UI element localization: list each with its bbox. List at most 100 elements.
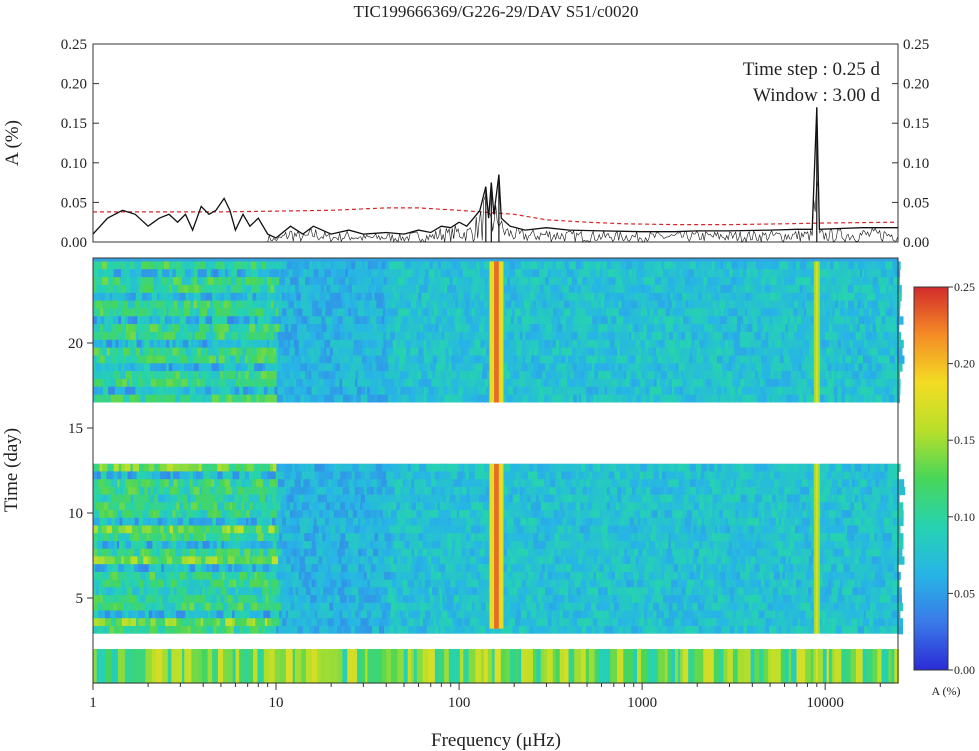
heatmap-cell <box>644 533 651 542</box>
heatmap-cell <box>183 533 190 542</box>
heatmap-cell <box>864 626 868 635</box>
heatmap-cell <box>378 564 385 573</box>
heatmap-cell <box>188 463 194 472</box>
heatmap-cell <box>162 269 170 278</box>
heatmap-cell <box>384 556 391 565</box>
heatmap-cell <box>796 510 804 519</box>
heatmap-cell <box>644 602 650 612</box>
heatmap-cell <box>361 261 366 270</box>
heatmap-cell <box>667 502 671 511</box>
heatmap-cell <box>452 471 458 480</box>
heatmap-cell <box>570 486 577 496</box>
heatmap-cell <box>659 269 664 278</box>
heatmap-cell <box>665 471 671 480</box>
heatmap-cell <box>574 649 582 684</box>
heatmap-cell <box>627 618 633 627</box>
heatmap-cell <box>395 517 399 527</box>
heatmap-cell <box>690 261 697 270</box>
heatmap-cell <box>129 649 136 684</box>
heatmap-cell <box>547 269 551 278</box>
heatmap-cell <box>184 649 187 684</box>
heatmap-cell <box>302 618 307 627</box>
heatmap-cell <box>340 548 346 557</box>
heatmap-cell <box>685 486 691 496</box>
heatmap-cell <box>127 618 132 627</box>
heatmap-cell <box>544 510 551 519</box>
heatmap-cell <box>270 510 278 519</box>
heatmap-cell <box>297 525 301 534</box>
heatmap-cell <box>789 595 793 604</box>
heatmap-cell <box>500 649 507 684</box>
heatmap-cell <box>748 602 753 612</box>
heatmap-cell <box>261 269 268 278</box>
heatmap-cell <box>325 502 331 511</box>
heatmap-cell <box>467 284 472 294</box>
heatmap-cell <box>793 564 798 573</box>
heatmap-cell <box>521 479 526 488</box>
heatmap-cell <box>829 602 835 612</box>
heatmap-cell <box>556 618 560 627</box>
heatmap-cell <box>833 571 839 581</box>
heatmap-cell <box>615 541 622 550</box>
heatmap-cell <box>161 564 165 573</box>
heatmap-cell <box>500 626 504 635</box>
heatmap-cell <box>321 277 328 286</box>
heatmap-cell <box>193 525 199 534</box>
heatmap-cell <box>572 517 577 527</box>
heatmap-cell <box>642 556 649 565</box>
heatmap-cell <box>672 595 677 604</box>
heatmap-cell <box>455 284 459 294</box>
heatmap-cell <box>619 626 623 635</box>
heatmap-cell <box>369 463 377 472</box>
heatmap-cell <box>240 510 247 519</box>
heatmap-cell <box>713 602 721 612</box>
heatmap-cell <box>604 502 608 511</box>
heatmap-cell <box>394 533 401 542</box>
heatmap-cell <box>690 649 695 684</box>
heatmap-cell <box>364 541 372 550</box>
heatmap-cell <box>291 571 296 581</box>
heatmap-cell <box>121 618 129 627</box>
heatmap-cell <box>424 292 431 302</box>
heatmap-cell <box>562 517 566 527</box>
heatmap-cell <box>592 502 599 511</box>
heatmap-cell <box>334 463 338 472</box>
heatmap-cell <box>275 277 280 286</box>
heatmap-cell <box>181 556 189 565</box>
heatmap-cell <box>774 533 781 542</box>
heatmap-cell <box>262 517 271 527</box>
heatmap-cell <box>898 261 901 270</box>
heatmap-cell <box>846 556 854 565</box>
heatmap-cell <box>746 602 750 612</box>
heatmap-cell <box>187 494 192 503</box>
heatmap-cell <box>696 525 702 534</box>
heatmap-cell <box>401 618 408 627</box>
heatmap-cell <box>176 610 180 619</box>
heatmap-cell <box>429 517 437 527</box>
heatmap-cell <box>803 510 808 519</box>
heatmap-cell <box>630 541 637 550</box>
heatmap-cell <box>142 292 148 302</box>
heatmap-cell <box>831 471 839 480</box>
heatmap-cell <box>244 471 250 480</box>
heatmap-cell <box>241 571 248 581</box>
heatmap-cell <box>549 610 553 619</box>
heatmap-cell <box>805 502 809 511</box>
heatmap-cell <box>232 610 236 619</box>
heatmap-cell <box>359 626 367 635</box>
heatmap-cell <box>674 618 682 627</box>
heatmap-cell <box>445 471 450 480</box>
heatmap-cell <box>817 517 825 527</box>
heatmap-cell <box>278 269 282 278</box>
heatmap-cell <box>153 502 160 511</box>
heatmap-cell <box>530 284 536 294</box>
heatmap-cell <box>586 556 593 565</box>
heatmap-cell <box>397 471 401 480</box>
heatmap-cell <box>114 556 122 565</box>
heatmap-cell <box>347 564 353 573</box>
heatmap-cell <box>269 571 275 581</box>
heatmap-cell <box>130 284 135 294</box>
heatmap-cell <box>117 486 122 496</box>
heatmap-cell <box>476 510 484 519</box>
heatmap-cell <box>274 571 277 581</box>
